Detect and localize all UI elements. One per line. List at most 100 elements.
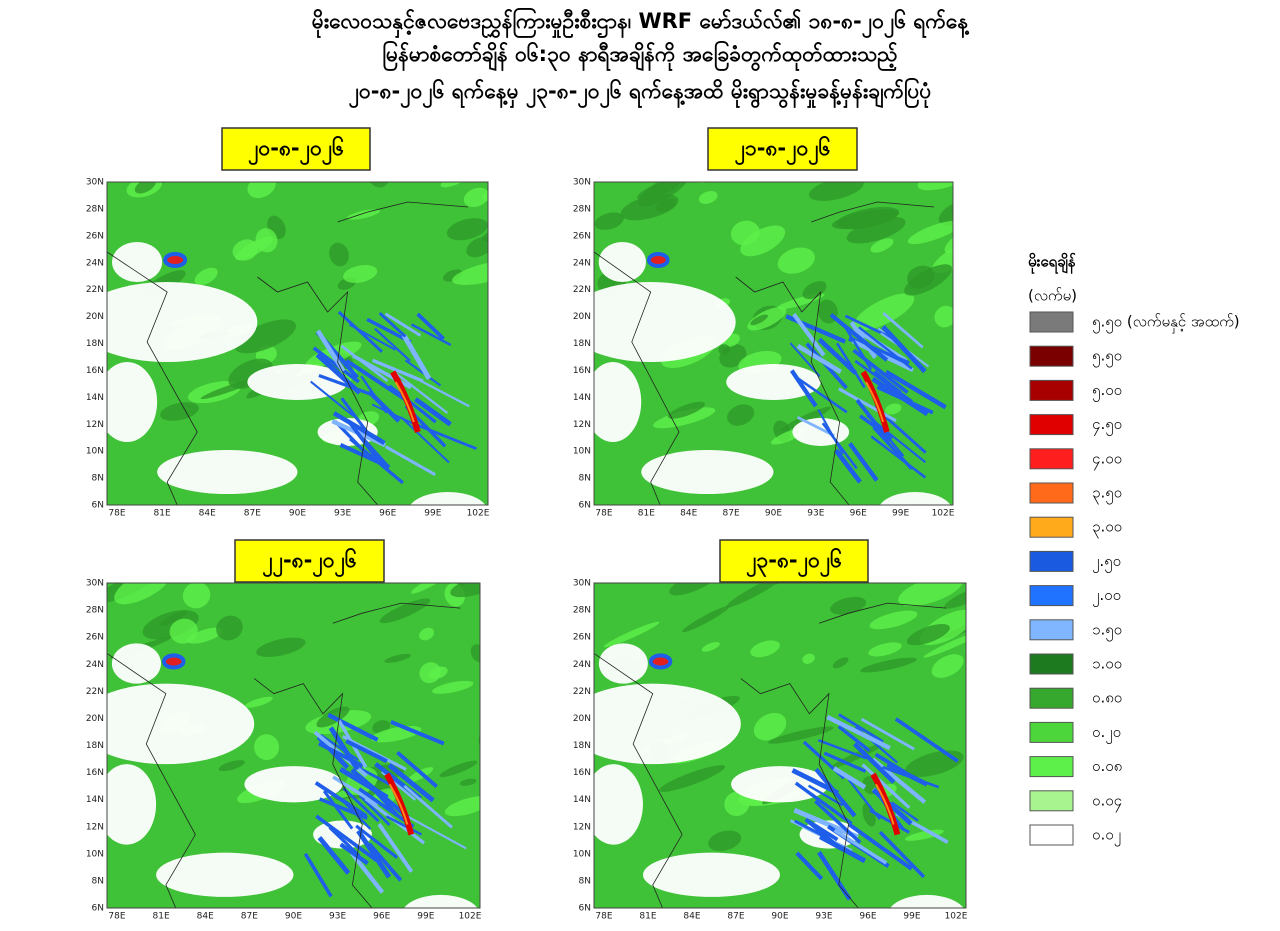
dry-area <box>641 450 774 494</box>
heavy-rain-streak <box>367 842 403 882</box>
dry-area <box>156 852 294 897</box>
light-rain <box>232 239 259 261</box>
heavy-rain-streak <box>339 842 369 866</box>
extreme-rain-core <box>388 783 409 825</box>
light-rain <box>213 554 232 572</box>
light-rain <box>244 696 273 708</box>
legend-swatch <box>1029 550 1074 572</box>
legend-swatch <box>1029 790 1074 812</box>
lat-label: 8N <box>92 876 104 886</box>
map-frame <box>593 181 954 506</box>
legend-label: ၀.၀၈ <box>1092 757 1122 775</box>
light-rain <box>904 829 944 841</box>
dry-area <box>107 683 255 765</box>
light-rain <box>682 605 730 633</box>
heavy-rain-streak <box>384 445 436 476</box>
light-rain <box>446 218 488 241</box>
heavy-rain-streak <box>350 851 385 894</box>
light-rain <box>750 314 768 326</box>
heavy-rain-streak <box>847 822 913 871</box>
extreme-rain <box>860 370 890 433</box>
map-frame <box>106 181 489 506</box>
heavy-rain-streak <box>348 421 384 466</box>
light-rain <box>160 402 199 421</box>
heavy-rain-streak <box>332 411 386 445</box>
light-rain <box>638 182 690 207</box>
heavy-rain-streak <box>814 799 862 844</box>
heavy-rain-streak <box>403 784 453 829</box>
light-rain <box>169 618 198 644</box>
dry-area <box>244 766 343 803</box>
lat-label: 26N <box>573 633 591 643</box>
heavy-rain-streak <box>332 775 379 806</box>
lat-label: 22N <box>573 285 591 295</box>
lon-label: 78E <box>595 912 612 922</box>
heavy-rain-streak <box>328 826 361 858</box>
light-rain <box>459 778 477 786</box>
heavy-rain-streak <box>838 713 884 743</box>
lon-label: 90E <box>765 509 782 519</box>
heavy-rain-streak <box>882 312 924 349</box>
date-box <box>707 127 858 171</box>
light-rain <box>740 225 786 257</box>
light-rain <box>141 146 190 172</box>
light-rain <box>470 644 480 663</box>
light-rain <box>956 362 978 383</box>
lon-label: 93E <box>334 509 351 519</box>
extreme-rain <box>390 370 421 433</box>
light-rain <box>870 238 894 253</box>
heavy-rain-streak <box>337 310 383 353</box>
legend-unit: (လက်မ) <box>1028 287 1077 305</box>
map-field <box>107 146 488 505</box>
dry-area <box>594 764 643 845</box>
coastline <box>594 602 947 909</box>
heavy-rain-streak <box>818 834 867 864</box>
dry-area <box>107 282 258 362</box>
lon-label: 102E <box>945 912 968 922</box>
light-rain <box>255 228 278 253</box>
light-rain <box>347 209 380 220</box>
heavy-rain-streak <box>794 781 853 825</box>
coastline <box>594 201 935 505</box>
lat-label: 30N <box>573 579 591 589</box>
lat-label: 20N <box>573 312 591 322</box>
light-rain <box>830 596 867 615</box>
heavy-rain-streak <box>832 766 867 790</box>
light-rain <box>247 182 276 199</box>
lat-label: 14N <box>86 393 104 403</box>
legend-label: ၀.၀၂ <box>1092 826 1121 847</box>
dry-area <box>112 242 163 282</box>
lat-label: 18N <box>573 741 591 751</box>
legend-label: ၁.၅၀ <box>1092 620 1122 641</box>
map-field <box>107 554 480 909</box>
lat-label: 6N <box>579 904 591 914</box>
lon-label: 99E <box>903 912 920 922</box>
light-rain <box>452 260 488 285</box>
lat-label: 14N <box>573 393 591 403</box>
dry-area <box>726 364 821 400</box>
date-box <box>221 127 371 171</box>
heavy-rain-streak <box>894 717 959 763</box>
legend-swatch <box>1029 824 1074 846</box>
lat-label: 16N <box>86 768 104 778</box>
light-rain <box>781 406 832 431</box>
light-rain <box>466 236 488 258</box>
legend-label: ၅.၀၀ <box>1092 381 1122 402</box>
light-rain <box>450 583 480 598</box>
legend-swatch <box>1029 516 1074 538</box>
heavy-rain-streak <box>838 387 897 423</box>
legend-label: ၀.၂၀ <box>1092 723 1121 744</box>
lon-label: 84E <box>199 509 216 519</box>
lon-label: 78E <box>595 509 612 519</box>
heavy-rain-streak <box>318 373 375 397</box>
light-rain <box>216 615 243 641</box>
light-rain <box>808 182 864 201</box>
lon-label: 96E <box>859 912 876 922</box>
heavy-rain-streak <box>413 422 477 451</box>
light-rain <box>938 92 960 118</box>
heavy-rain-streak <box>312 346 360 384</box>
light-rain <box>603 621 660 648</box>
heavy-rain-streak <box>860 717 915 751</box>
light-rain <box>254 734 280 761</box>
heavy-rain-streak <box>310 380 355 417</box>
